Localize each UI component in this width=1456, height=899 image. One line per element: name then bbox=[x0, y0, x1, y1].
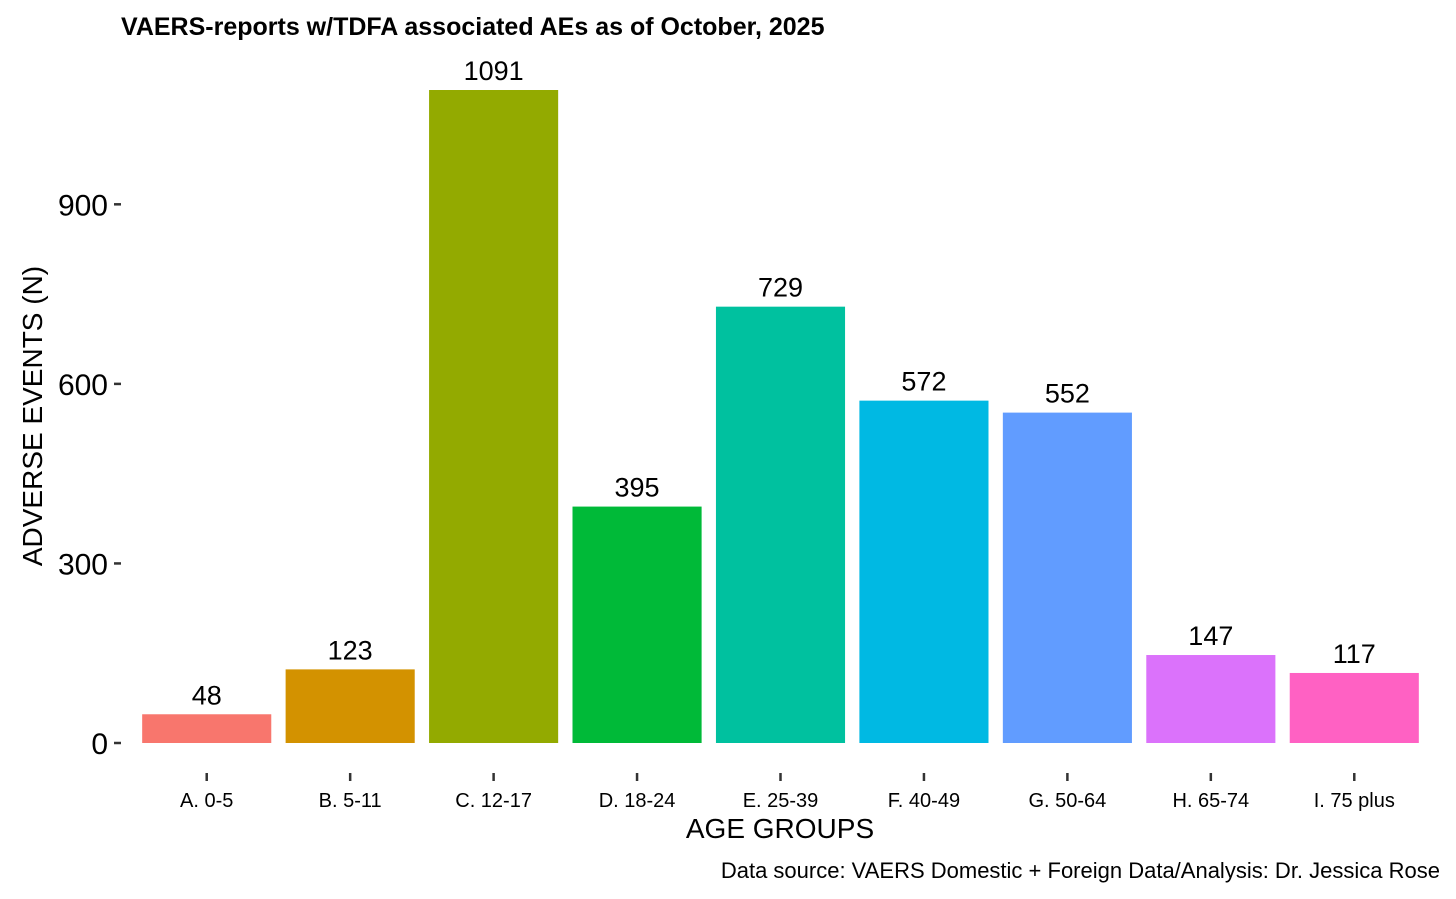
chart-title: VAERS-reports w/TDFA associated AEs as o… bbox=[121, 13, 825, 41]
x-tick-label: G. 50-64 bbox=[1028, 790, 1106, 812]
y-tick-label: 0 bbox=[91, 728, 108, 761]
bar bbox=[1289, 672, 1419, 743]
x-tick-label: E. 25-39 bbox=[743, 790, 819, 812]
y-tick-label: 900 bbox=[58, 189, 108, 222]
x-tick-label: D. 18-24 bbox=[599, 790, 676, 812]
x-axis: A. 0-5 B. 5-11 C. 12-17 D. 18-24 E. 25-39 F. … bbox=[180, 773, 1395, 812]
data-label: 147 bbox=[1188, 621, 1233, 651]
y-tick-label: 300 bbox=[58, 548, 108, 581]
y-axis: 0 300 600 900 bbox=[58, 189, 121, 761]
bars bbox=[142, 90, 1419, 743]
bar bbox=[715, 306, 846, 743]
data-label: 48 bbox=[192, 680, 222, 710]
x-tick-label: F. 40-49 bbox=[888, 790, 960, 812]
data-label: 123 bbox=[328, 635, 373, 665]
x-axis-title: AGE GROUPS bbox=[686, 813, 874, 844]
x-tick-label: B. 5-11 bbox=[319, 790, 382, 812]
y-axis-title: ADVERSE EVENTS (N) bbox=[17, 266, 48, 566]
data-label: 117 bbox=[1333, 639, 1376, 669]
data-labels: 48 123 1091 395 729 572 552 147 117 bbox=[192, 56, 1376, 710]
chart-caption: Data source: VAERS Domestic + Foreign Da… bbox=[721, 858, 1440, 883]
data-label: 729 bbox=[758, 273, 803, 303]
x-tick-label: H. 65-74 bbox=[1172, 790, 1249, 812]
bar bbox=[859, 400, 989, 743]
bar bbox=[572, 506, 702, 743]
data-label: 1091 bbox=[464, 56, 524, 86]
x-tick-label: C. 12-17 bbox=[455, 790, 532, 812]
x-tick-label: I. 75 plus bbox=[1314, 790, 1395, 812]
y-tick-label: 600 bbox=[58, 369, 108, 402]
x-tick-label: A. 0-5 bbox=[180, 790, 233, 812]
data-label: 552 bbox=[1045, 379, 1090, 409]
bar bbox=[142, 714, 272, 743]
bar bbox=[1146, 655, 1276, 743]
bar bbox=[1002, 412, 1132, 743]
bar bbox=[285, 669, 415, 743]
data-label: 572 bbox=[901, 367, 946, 397]
data-label: 395 bbox=[615, 473, 660, 503]
bar bbox=[429, 90, 559, 743]
